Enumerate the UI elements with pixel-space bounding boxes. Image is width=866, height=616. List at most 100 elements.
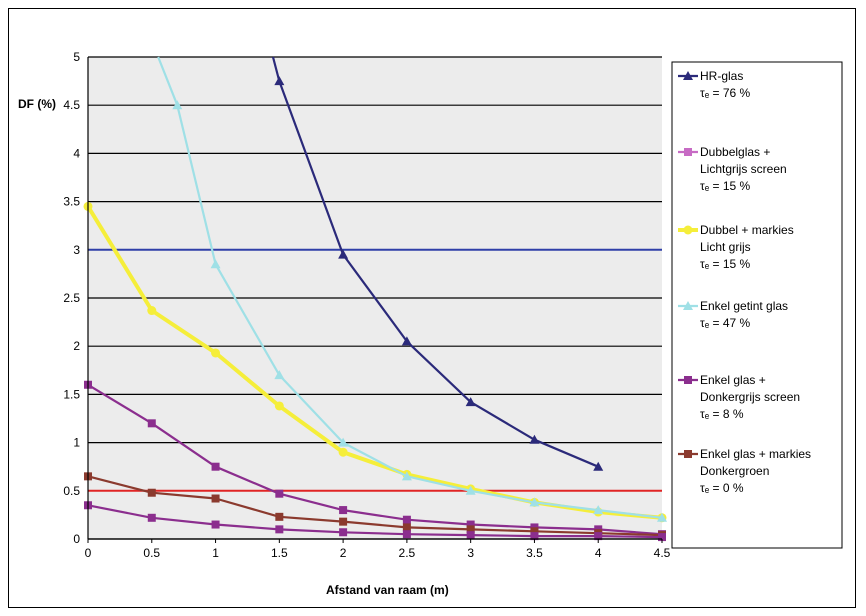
data-point <box>657 512 667 522</box>
legend-box <box>671 61 843 549</box>
x-tick-label: 4.5 <box>654 546 671 560</box>
x-tick-label: 4 <box>595 546 602 560</box>
legend-item: Dubbel + markies Licht grijs τₑ = 15 % <box>678 223 794 271</box>
y-tick-label: 3.5 <box>63 195 80 209</box>
data-point <box>684 148 692 156</box>
legend-label: τₑ = 76 % <box>700 86 751 100</box>
data-point <box>147 513 156 522</box>
legend-label: Enkel getint glas <box>700 299 788 313</box>
x-tick-label: 0 <box>85 546 92 560</box>
series <box>83 56 667 542</box>
x-tick-label: 0.5 <box>143 546 160 560</box>
legend-label: Enkel glas + markies <box>700 447 811 461</box>
data-point <box>529 497 540 507</box>
series-group <box>271 56 604 471</box>
axes: 0 0.5 1 1.5 2 2.5 3 3.5 4 4.5 5 0 0.5 1 1.5 2 2.5 3 3.5 4 4.… <box>63 50 670 560</box>
x-tick-label: 3.5 <box>526 546 543 560</box>
y-tick-label: 1 <box>73 436 80 450</box>
legend-label: Enkel glas + <box>700 373 766 387</box>
data-point <box>402 523 411 532</box>
y-tick-label: 3 <box>73 243 80 257</box>
data-point <box>658 533 666 542</box>
x-axis-title: Afstand van raam (m) <box>326 583 449 597</box>
series-line <box>87 383 663 536</box>
data-point <box>338 249 349 259</box>
legend-label: τₑ = 8 % <box>700 407 744 421</box>
data-point <box>594 532 603 541</box>
data-point <box>401 336 412 346</box>
data-point <box>274 76 285 86</box>
data-point <box>593 505 604 515</box>
y-tick-label: 0.5 <box>63 484 80 498</box>
data-point <box>339 528 348 537</box>
y-tick-label: 5 <box>73 50 80 64</box>
legend-item: Dubbelglas + Lichtgrijs screen τₑ = 15 % <box>678 145 787 193</box>
legend-label: τₑ = 15 % <box>700 257 751 271</box>
data-point <box>210 259 221 269</box>
y-tick-label: 2.5 <box>63 291 80 305</box>
legend-label: Dubbel + markies <box>700 223 794 237</box>
x-tick-label: 2 <box>340 546 347 560</box>
legend-item: HR-glas τₑ = 76 % <box>678 69 751 100</box>
y-tick-label: 0 <box>73 532 80 546</box>
x-tick-label: 2.5 <box>399 546 416 560</box>
data-point <box>402 530 411 539</box>
data-point <box>465 397 476 407</box>
x-tick-label: 3 <box>467 546 474 560</box>
data-point <box>338 437 349 447</box>
legend-label: Lichtgrijs screen <box>700 162 787 176</box>
legend-item: Enkel getint glas τₑ = 47 % <box>678 299 788 330</box>
legend: HR-glas τₑ = 76 % Dubbelglas + Lichtgrijs s… <box>671 61 843 549</box>
legend-label: τₑ = 0 % <box>700 481 744 495</box>
data-point <box>339 506 348 515</box>
data-point <box>338 447 348 457</box>
data-point <box>530 527 539 536</box>
x-tick-label: 1.5 <box>271 546 288 560</box>
reference-lines <box>88 248 662 492</box>
data-point <box>211 520 220 529</box>
data-point <box>684 376 692 384</box>
series-line <box>87 504 663 539</box>
data-point <box>683 301 693 310</box>
data-point <box>684 450 692 458</box>
legend-label: τₑ = 47 % <box>700 316 751 330</box>
y-tick-label: 4 <box>73 146 80 160</box>
data-point <box>683 225 693 235</box>
y-axis-title: DF (%) <box>18 97 56 111</box>
series-line <box>157 56 663 519</box>
legend-label: Donkergrijs screen <box>700 390 800 404</box>
legend-label: τₑ = 15 % <box>700 179 751 193</box>
data-point <box>275 489 284 498</box>
legend-label: Licht grijs <box>700 240 751 254</box>
data-point <box>529 434 540 444</box>
data-point <box>172 100 183 110</box>
legend-label: HR-glas <box>700 69 743 83</box>
data-point <box>147 306 157 316</box>
y-tick-label: 4.5 <box>63 98 80 112</box>
data-point <box>147 419 156 428</box>
data-point <box>530 532 539 541</box>
data-point <box>466 525 475 534</box>
legend-item: Enkel glas + markies Donkergroen τₑ = 0 % <box>678 447 811 495</box>
legend-label: Donkergroen <box>700 464 769 478</box>
data-point <box>683 71 693 80</box>
data-point <box>401 471 412 481</box>
data-point <box>339 517 348 526</box>
data-point <box>466 531 475 540</box>
y-tick-label: 2 <box>73 339 80 353</box>
data-point <box>274 370 285 380</box>
data-point <box>466 520 475 529</box>
data-point <box>211 462 220 471</box>
data-point <box>211 348 221 358</box>
y-tick-label: 1.5 <box>63 387 80 401</box>
series-line <box>87 475 663 537</box>
data-point <box>465 485 476 495</box>
data-point <box>211 494 220 503</box>
x-tick-label: 1 <box>212 546 219 560</box>
data-point <box>402 515 411 524</box>
data-point <box>275 525 284 534</box>
series-group <box>157 56 667 522</box>
data-point <box>275 512 284 521</box>
data-point <box>147 488 156 497</box>
